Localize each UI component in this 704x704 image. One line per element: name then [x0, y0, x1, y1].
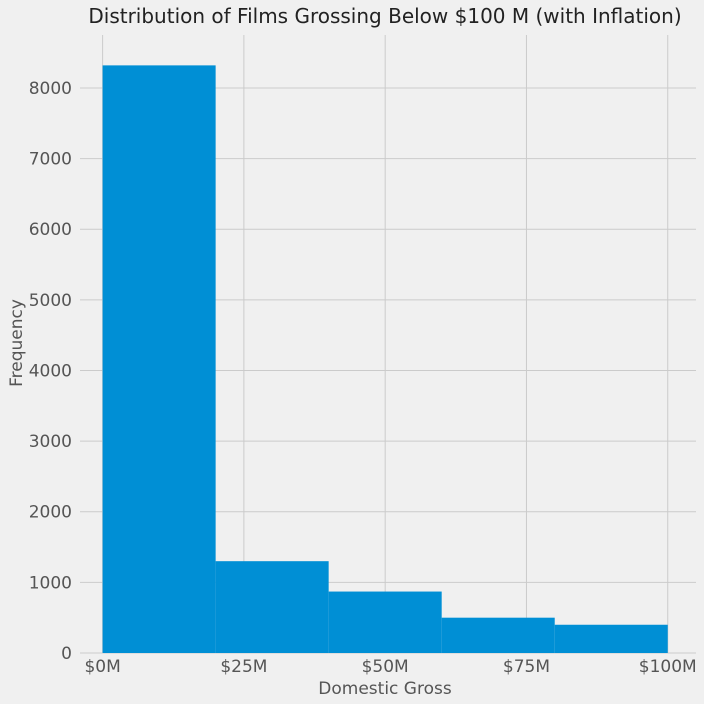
y-tick-label: 5000 — [29, 291, 72, 311]
y-tick-label: 4000 — [29, 361, 72, 381]
y-tick-label: 6000 — [29, 220, 72, 240]
y-tick-label: 2000 — [29, 503, 72, 523]
y-axis-label: Frequency — [7, 299, 27, 387]
x-tick-label: $50M — [362, 657, 409, 677]
bars — [102, 65, 668, 653]
histogram-bar-2 — [328, 591, 442, 653]
y-tick-label: 1000 — [29, 573, 72, 593]
y-tick-label: 3000 — [29, 432, 72, 452]
histogram-bar-4 — [554, 624, 668, 653]
x-ticks: $0M $25M $50M $75M $100M — [84, 657, 696, 677]
y-tick-label: 8000 — [29, 79, 72, 99]
histogram-bar-1 — [215, 561, 329, 653]
x-axis-label: Domestic Gross — [318, 679, 452, 699]
x-tick-label: $75M — [503, 657, 550, 677]
x-tick-label: $100M — [639, 657, 697, 677]
y-tick-label: 7000 — [29, 150, 72, 170]
x-tick-label: $25M — [220, 657, 267, 677]
y-tick-label: 0 — [61, 644, 72, 664]
histogram-bar-0 — [102, 65, 216, 653]
x-tick-label: $0M — [84, 657, 120, 677]
y-ticks: 0 1000 2000 3000 4000 5000 6000 7000 8000 — [29, 79, 72, 664]
chart-title: Distribution of Films Grossing Below $10… — [88, 4, 681, 28]
histogram-bar-3 — [441, 617, 555, 653]
